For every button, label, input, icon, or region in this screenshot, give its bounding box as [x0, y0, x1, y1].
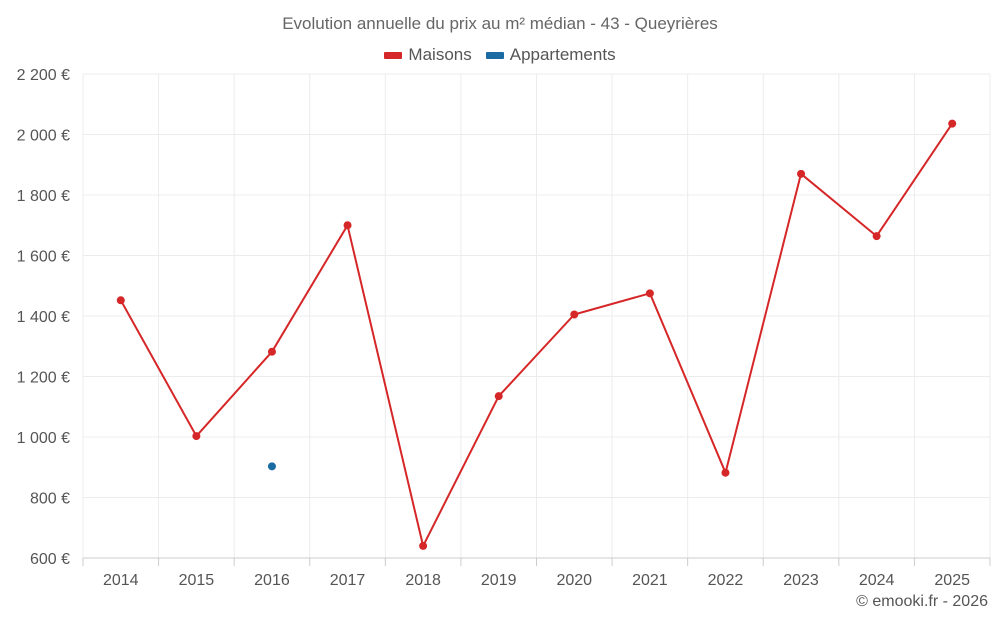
x-tick-label: 2020 — [556, 572, 592, 589]
data-point-maisons-2020 — [570, 310, 579, 319]
y-tick-label: 1 000 € — [17, 430, 70, 447]
y-tick-label: 1 600 € — [17, 249, 70, 266]
chart-title: Evolution annuelle du prix au m² médian … — [282, 14, 718, 33]
data-point-maisons-2025 — [948, 119, 957, 128]
y-tick-label: 800 € — [30, 491, 70, 508]
data-point-maisons-2014 — [116, 296, 125, 305]
x-tick-label: 2019 — [481, 572, 517, 589]
data-point-maisons-2016 — [267, 347, 276, 356]
legend-swatch-appartements — [485, 51, 504, 59]
data-point-maisons-2018 — [419, 541, 428, 550]
credit-text: © emooki.fr - 2026 — [856, 593, 988, 610]
y-tick-label: 1 400 € — [17, 309, 70, 326]
x-tick-label: 2021 — [632, 572, 668, 589]
x-tick-label: 2017 — [330, 572, 366, 589]
legend-item-appartements[interactable]: Appartements — [485, 45, 616, 65]
y-tick-label: 2 000 € — [17, 128, 70, 145]
data-point-maisons-2023 — [797, 169, 806, 178]
series-line-maisons — [119, 123, 954, 547]
y-tick-label: 1 800 € — [17, 188, 70, 205]
x-tick-label: 2015 — [179, 572, 215, 589]
x-tick-label: 2025 — [934, 572, 970, 589]
x-tick-label: 2016 — [254, 572, 290, 589]
legend-swatch-maisons — [384, 51, 403, 59]
legend-label-maisons: Maisons — [408, 45, 472, 64]
legend-label-appartements: Appartements — [509, 45, 616, 64]
data-point-maisons-2022 — [721, 468, 730, 477]
x-tick-label: 2024 — [859, 572, 895, 589]
x-tick-label: 2023 — [783, 572, 819, 589]
data-point-appartements-2016 — [267, 462, 276, 471]
chart-legend: Maisons Appartements — [0, 45, 1000, 65]
y-tick-label: 1 200 € — [17, 370, 70, 387]
legend-item-maisons[interactable]: Maisons — [384, 45, 472, 65]
data-point-maisons-2021 — [645, 289, 654, 298]
y-tick-label: 600 € — [30, 551, 70, 568]
data-point-maisons-2017 — [343, 221, 352, 230]
data-point-maisons-2019 — [494, 392, 503, 401]
x-tick-label: 2018 — [405, 572, 441, 589]
x-tick-label: 2014 — [103, 572, 139, 589]
data-point-maisons-2024 — [872, 232, 881, 241]
x-tick-label: 2022 — [708, 572, 744, 589]
data-point-maisons-2015 — [192, 432, 201, 441]
y-tick-label: 2 200 € — [17, 67, 70, 84]
